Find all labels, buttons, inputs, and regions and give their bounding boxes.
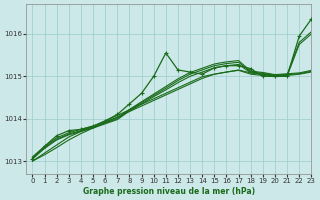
X-axis label: Graphe pression niveau de la mer (hPa): Graphe pression niveau de la mer (hPa): [83, 187, 255, 196]
